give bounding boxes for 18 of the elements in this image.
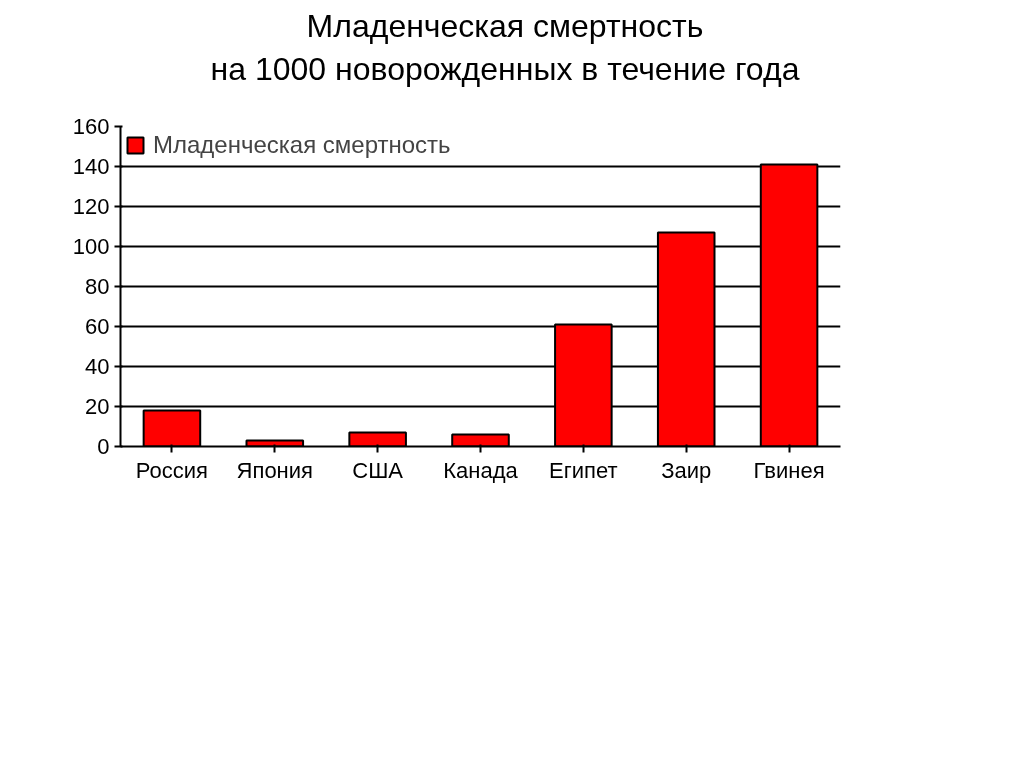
y-tick-label: 120 bbox=[72, 194, 110, 220]
y-tick-label: 80 bbox=[85, 274, 110, 300]
y-tick-label: 160 bbox=[72, 114, 110, 140]
y-tick-label: 100 bbox=[72, 234, 110, 260]
x-tick-label: США bbox=[352, 457, 404, 483]
y-tick-label: 20 bbox=[85, 394, 110, 420]
x-tick-label: Гвинея bbox=[753, 457, 825, 483]
x-tick-label: Канада bbox=[443, 457, 519, 483]
x-tick-label: Заир bbox=[661, 457, 712, 483]
y-tick-label: 60 bbox=[85, 314, 110, 340]
x-tick-label: Япония bbox=[236, 457, 313, 483]
y-tick-label: 40 bbox=[85, 354, 110, 380]
y-tick-label: 0 bbox=[97, 434, 110, 460]
x-tick-label: Россия bbox=[135, 457, 209, 483]
legend-label: Младенческая смертность bbox=[153, 131, 451, 160]
chart-title: Младенческая смертность на 1000 новорожденных в течение года bbox=[210, 7, 800, 90]
y-tick-label: 140 bbox=[72, 154, 110, 180]
x-tick-label: Египет bbox=[549, 457, 618, 483]
